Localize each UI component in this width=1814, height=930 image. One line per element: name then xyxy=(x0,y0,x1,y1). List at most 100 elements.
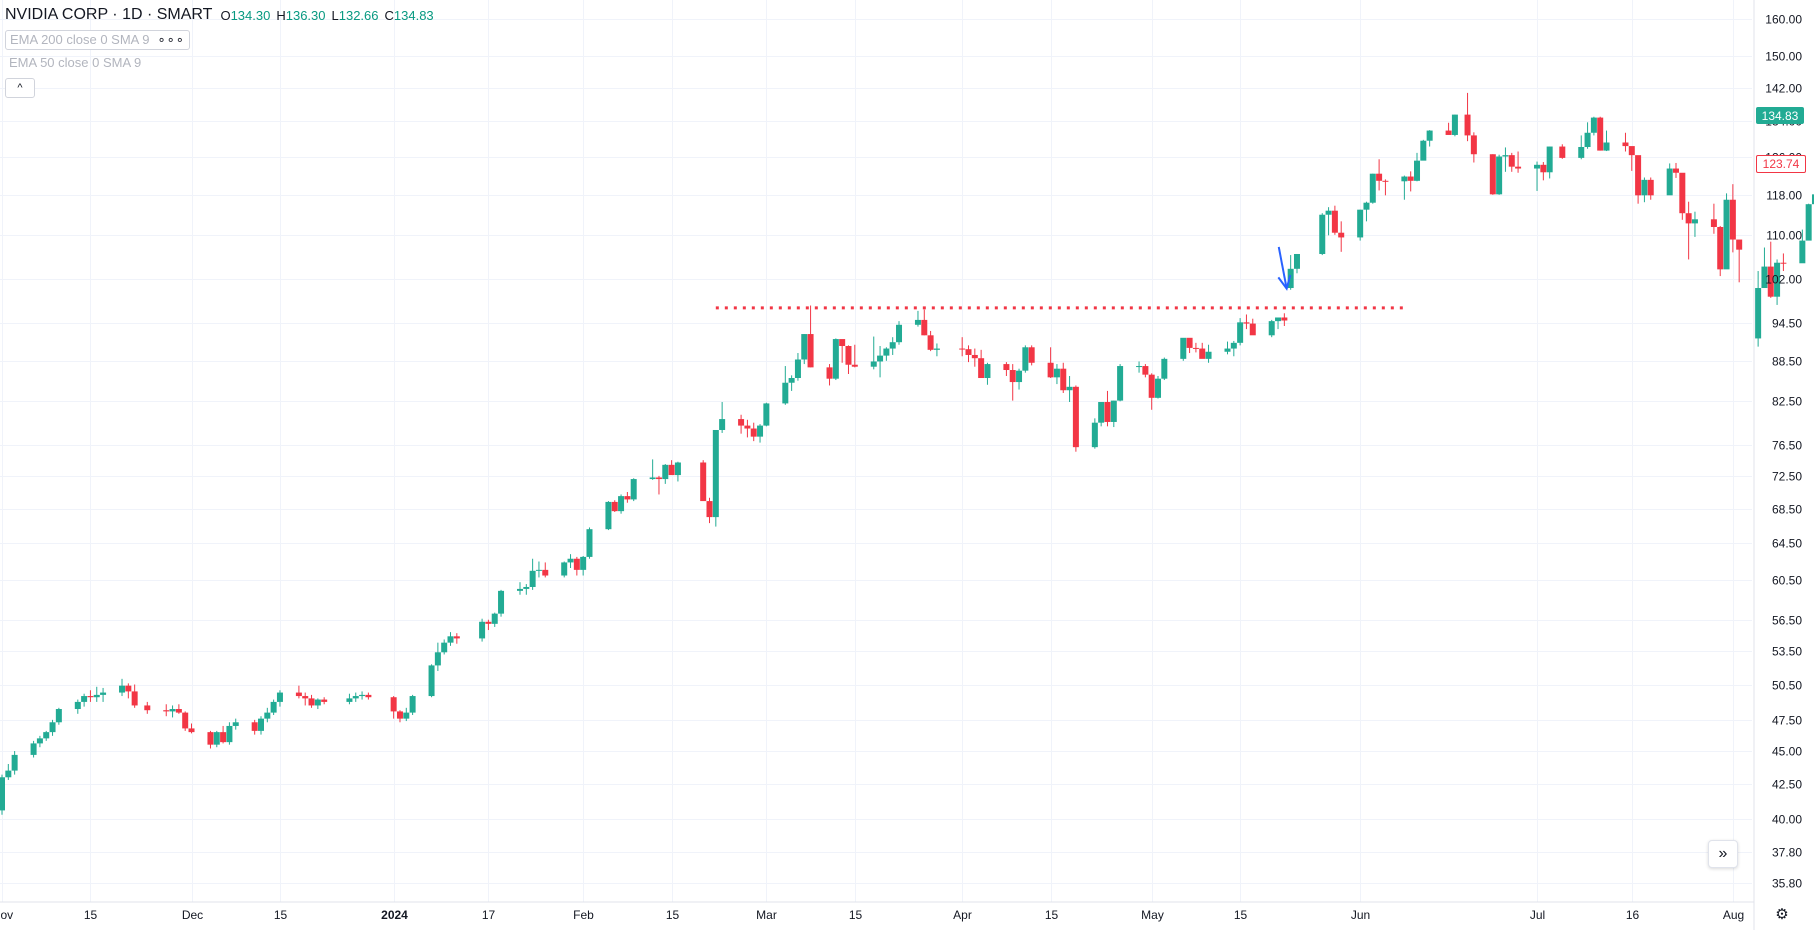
candle-body xyxy=(163,710,170,712)
candle-body xyxy=(1723,199,1730,270)
candle-body xyxy=(586,529,593,557)
candle-body xyxy=(978,358,985,379)
double-chevron-right-icon: » xyxy=(1718,845,1728,862)
candle-body xyxy=(428,665,435,697)
candle-down xyxy=(1710,203,1717,234)
scroll-to-realtime-button[interactable]: » xyxy=(1708,840,1738,868)
candle-up xyxy=(1325,207,1332,236)
candle-up xyxy=(1369,173,1376,204)
candle-up xyxy=(649,459,656,480)
candle-up xyxy=(567,554,574,569)
candle-up xyxy=(1534,161,1541,191)
candle-body xyxy=(763,403,770,426)
candle-down xyxy=(390,696,397,719)
candle-down xyxy=(921,309,928,336)
candle-up xyxy=(529,558,536,590)
candle-down xyxy=(1470,132,1477,163)
collapse-legend-button[interactable]: ^ xyxy=(5,78,35,98)
candle-body xyxy=(744,425,751,429)
candle-body xyxy=(927,335,934,350)
candle-body xyxy=(700,462,707,502)
candle-body xyxy=(1628,146,1635,156)
time-tick-label: Nov xyxy=(0,908,13,922)
trend-arrow xyxy=(1277,246,1288,289)
candle-up xyxy=(93,686,100,702)
candle-body xyxy=(182,712,189,729)
candle-body xyxy=(870,361,877,367)
candle-down xyxy=(188,723,195,734)
candle-body xyxy=(1546,146,1553,173)
time-tick-label: 15 xyxy=(274,908,288,922)
candle-body xyxy=(144,705,151,711)
candle-up xyxy=(832,338,839,381)
candle-body xyxy=(270,701,277,713)
candle-body xyxy=(1451,114,1458,135)
candle-body xyxy=(1293,253,1300,269)
candle-body xyxy=(453,636,460,639)
candle-up xyxy=(346,693,353,705)
candle-body xyxy=(1186,337,1193,348)
symbol-title[interactable]: NVIDIA CORP · 1D · SMART xyxy=(5,6,213,23)
candle-up xyxy=(1293,253,1300,274)
candle-down xyxy=(1515,151,1522,173)
indicator-ema200[interactable]: EMA 200 close 0 SMA 9 ∘∘∘ xyxy=(5,30,190,50)
candle-body xyxy=(1635,155,1642,196)
indicator-ema50-label[interactable]: EMA 50 close 0 SMA 9 xyxy=(9,55,142,70)
candle-down xyxy=(251,719,258,735)
candle-body xyxy=(529,570,536,587)
candle-down xyxy=(302,692,309,706)
price-tick-label: 160.00 xyxy=(1765,13,1802,27)
candle-body xyxy=(1540,164,1547,173)
chevron-up-icon: ^ xyxy=(17,82,23,94)
candle-body xyxy=(605,501,612,530)
candle-body xyxy=(750,428,757,437)
candle-body xyxy=(794,359,801,379)
indicator-row-ema50[interactable]: EMA 50 close 0 SMA 9 xyxy=(5,54,145,71)
candle-body xyxy=(434,652,441,666)
candle-body xyxy=(807,334,814,368)
candle-body xyxy=(1559,146,1566,158)
candle-down xyxy=(1142,364,1149,378)
candle-body xyxy=(1369,173,1376,203)
candle-body xyxy=(1755,288,1762,339)
candle-down xyxy=(1072,385,1079,452)
candle-up xyxy=(49,719,56,736)
candle-body xyxy=(1534,164,1541,169)
candle-up xyxy=(674,461,681,482)
candle-down xyxy=(207,730,214,749)
candle-down xyxy=(453,633,460,644)
candle-body xyxy=(1281,317,1288,321)
candle-down xyxy=(1445,122,1452,135)
candle-up xyxy=(1275,317,1282,330)
candle-up xyxy=(270,699,277,716)
candle-down xyxy=(750,422,757,442)
candle-down xyxy=(706,497,713,524)
candle-up xyxy=(1319,213,1326,256)
candle-down xyxy=(1597,116,1604,151)
candle-body xyxy=(1679,172,1686,214)
candle-body xyxy=(1673,168,1680,173)
candle-body xyxy=(1016,370,1023,383)
ohlc-close-key: C xyxy=(384,7,394,23)
candle-body xyxy=(232,722,239,726)
candle-up xyxy=(794,353,801,381)
candle-body xyxy=(1275,317,1282,322)
candle-down xyxy=(1028,345,1035,366)
candle-down xyxy=(1376,159,1383,191)
price-tick-label: 64.50 xyxy=(1772,537,1802,551)
candle-body xyxy=(1199,348,1206,359)
candle-up xyxy=(1110,400,1117,428)
candle-up xyxy=(662,464,669,484)
candle-body xyxy=(1205,351,1212,359)
more-options-icon[interactable]: ∘∘∘ xyxy=(157,32,185,47)
candle-body xyxy=(1811,194,1814,205)
candle-up xyxy=(119,678,126,697)
chart-settings-button[interactable]: ⚙ xyxy=(1772,904,1792,924)
candle-up xyxy=(264,707,271,723)
candle-down xyxy=(845,345,852,374)
candle-up xyxy=(523,584,530,595)
indicator-row-ema200[interactable]: EMA 200 close 0 SMA 9 ∘∘∘ xyxy=(5,30,190,50)
candle-up xyxy=(1022,345,1029,373)
candle-body xyxy=(1338,232,1345,238)
